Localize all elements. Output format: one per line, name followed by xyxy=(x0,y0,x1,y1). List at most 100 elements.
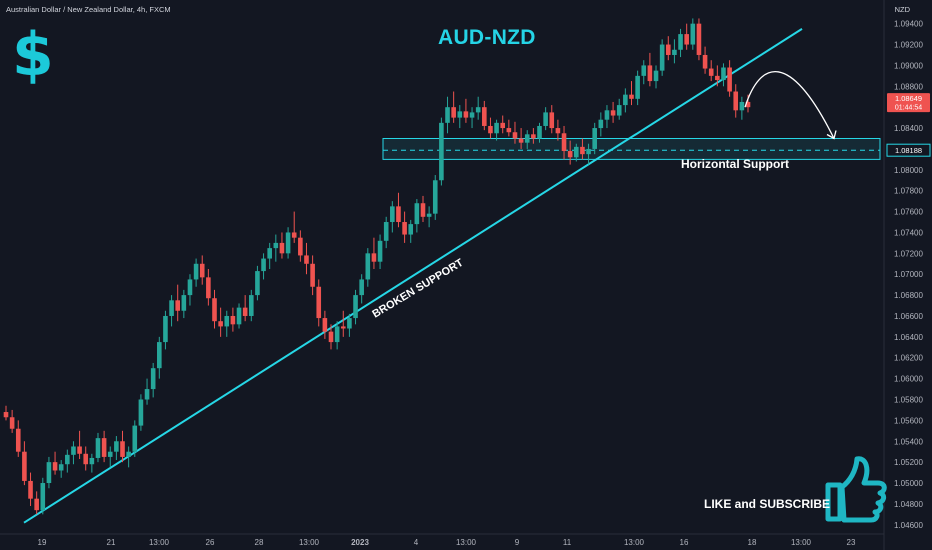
candle-body xyxy=(46,462,52,484)
candle-body xyxy=(745,101,751,108)
candle-body xyxy=(157,342,162,369)
candle-body xyxy=(230,315,236,325)
candle-body xyxy=(310,263,315,287)
candle-body xyxy=(463,111,469,118)
time-tick: 21 xyxy=(107,538,116,547)
dollar-sign-icon: $ xyxy=(12,20,54,90)
time-tick: 19 xyxy=(38,538,47,547)
candle-body xyxy=(420,203,426,217)
price-tick: 1.04600 xyxy=(894,521,923,530)
candle-body xyxy=(132,425,138,452)
time-tick: 9 xyxy=(515,538,520,547)
thumbs-up-icon xyxy=(825,456,887,523)
candle-body xyxy=(353,295,358,319)
price-tick: 1.09200 xyxy=(894,41,923,50)
support-zone-box xyxy=(382,138,881,160)
candle-body xyxy=(371,253,377,262)
chart-title: AUD-NZD xyxy=(438,26,536,49)
price-tick: 1.07800 xyxy=(894,187,923,196)
candle-body xyxy=(537,125,542,139)
candle-body xyxy=(549,112,555,129)
candle-body xyxy=(120,441,125,457)
candle-body xyxy=(672,49,677,55)
time-tick: 13:00 xyxy=(624,538,645,547)
time-tick: 13:00 xyxy=(456,538,477,547)
price-tick: 1.05200 xyxy=(894,458,923,467)
candle-body xyxy=(457,111,463,118)
time-axis[interactable]: 19 21 13:00 26 28 13:00 2023 4 13:00 9 11 13:00 16 18… xyxy=(38,538,856,547)
price-tick: 1.07600 xyxy=(894,208,923,217)
price-tick: 1.08800 xyxy=(894,82,923,91)
candle-body xyxy=(34,498,39,511)
candle-body xyxy=(114,441,119,452)
time-tick: 4 xyxy=(414,538,419,547)
price-tick: 1.09000 xyxy=(894,61,923,70)
candle-body xyxy=(304,255,309,264)
candle-body xyxy=(169,300,174,316)
price-tick: 1.05400 xyxy=(894,437,923,446)
candle-body xyxy=(494,122,499,134)
candle-body xyxy=(739,101,745,111)
candle-body xyxy=(414,203,420,225)
support-zone xyxy=(382,138,881,160)
last-price-tag xyxy=(887,93,930,113)
candle-body xyxy=(482,107,487,126)
time-tick: 23 xyxy=(847,538,856,547)
candle-body xyxy=(3,412,9,418)
candle-body xyxy=(40,483,46,511)
candle-body xyxy=(690,23,696,45)
support-price-value: 1.08188 xyxy=(895,146,922,155)
symbol-info: Australian Dollar / New Zealand Dollar, … xyxy=(6,5,171,14)
support-price-tag xyxy=(886,143,931,157)
candle-body xyxy=(77,446,82,454)
candle-body xyxy=(65,454,70,465)
candle-body xyxy=(524,134,530,143)
candle-body xyxy=(322,318,328,332)
candle-body xyxy=(531,134,536,139)
price-tick: 1.05600 xyxy=(894,416,923,425)
time-tick: 28 xyxy=(255,538,264,547)
trendline xyxy=(23,28,803,524)
candle-body xyxy=(469,112,475,118)
candle-body xyxy=(604,110,610,120)
candle-body xyxy=(101,438,107,457)
candle-body xyxy=(567,151,573,158)
time-tick: 13:00 xyxy=(299,538,320,547)
candle-body xyxy=(426,213,432,217)
candle-body xyxy=(347,318,352,329)
candle-body xyxy=(708,68,714,76)
candle-body xyxy=(665,44,671,55)
candle-body xyxy=(623,94,628,106)
candles xyxy=(3,18,751,515)
candle-body xyxy=(261,258,266,272)
candle-body xyxy=(451,107,456,118)
price-tick: 1.08000 xyxy=(894,166,923,175)
candle-body xyxy=(635,75,640,99)
candle-body xyxy=(727,67,732,92)
candle-body xyxy=(218,321,223,327)
candle-body xyxy=(9,417,15,429)
candle-body xyxy=(15,428,21,452)
price-tick: 1.06800 xyxy=(894,291,923,300)
candle-body xyxy=(126,451,131,457)
candle-body xyxy=(175,300,181,311)
candle-body xyxy=(512,132,518,139)
candle-body xyxy=(285,232,291,254)
candle-body xyxy=(641,65,647,76)
candle-body xyxy=(475,107,481,113)
candle-body xyxy=(150,368,156,390)
candle-body xyxy=(22,451,27,481)
time-tick: 11 xyxy=(563,538,572,547)
candle-body xyxy=(598,119,604,129)
candle-body xyxy=(653,70,659,82)
price-axis[interactable]: 1.094001.092001.090001.088001.086001.084… xyxy=(894,20,923,530)
price-tick: 1.06200 xyxy=(894,354,923,363)
candle-body xyxy=(684,34,689,45)
price-tick: 1.07200 xyxy=(894,249,923,258)
candle-body xyxy=(28,480,33,499)
candle-body xyxy=(291,232,297,238)
projection-arrow xyxy=(744,71,837,140)
candle-body xyxy=(390,206,395,223)
candle-body xyxy=(408,224,414,235)
